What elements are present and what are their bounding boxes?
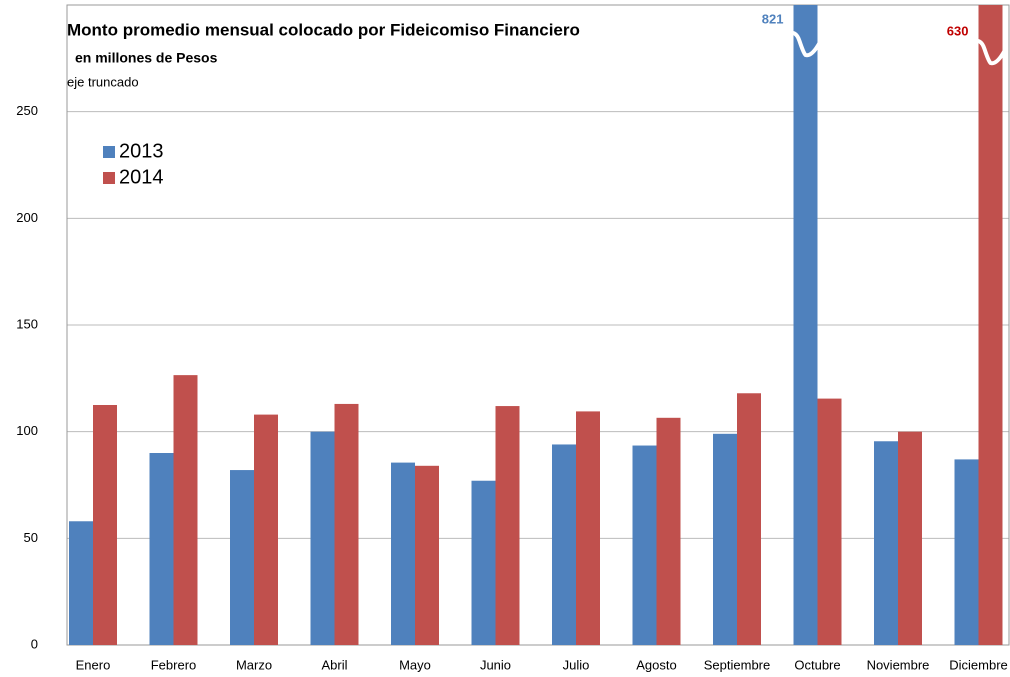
bar (793, 5, 818, 645)
y-tick-label: 0 (31, 636, 38, 651)
x-tick-label: Junio (480, 657, 511, 672)
axis-break (971, 39, 1007, 66)
chart-subtitle: en millones de Pesos (75, 50, 218, 66)
y-tick-label: 250 (16, 103, 38, 118)
bar (173, 375, 198, 645)
x-tick-label: Octubre (794, 657, 840, 672)
bar (495, 406, 520, 645)
bar (713, 433, 737, 645)
legend-label: 2013 (119, 140, 164, 162)
bar (632, 445, 657, 645)
bar (978, 5, 1003, 645)
bar (415, 465, 439, 645)
y-tick-label: 150 (16, 316, 38, 331)
y-tick-label: 50 (24, 530, 38, 545)
bar (334, 403, 359, 645)
bar (737, 393, 761, 645)
chart-title: Monto promedio mensual colocado por Fide… (67, 20, 580, 39)
x-tick-label: Noviembre (867, 657, 930, 672)
bar (576, 411, 600, 645)
x-tick-label: Julio (563, 657, 590, 672)
bar (898, 431, 922, 645)
bar (149, 453, 174, 645)
x-tick-label: Febrero (151, 657, 197, 672)
bar (874, 441, 898, 645)
bar (254, 414, 278, 645)
bar (93, 405, 117, 645)
bar (817, 398, 842, 645)
y-tick-label: 100 (16, 423, 38, 438)
bar (69, 521, 93, 645)
x-tick-label: Diciembre (949, 657, 1008, 672)
data-label: 630 (947, 23, 969, 38)
x-tick-label: Abril (321, 657, 347, 672)
y-tick-label: 200 (16, 210, 38, 225)
bar (471, 480, 496, 645)
x-tick-label: Mayo (399, 657, 431, 672)
x-tick-label: Enero (76, 657, 111, 672)
axis-break (786, 31, 822, 58)
data-label: 821 (762, 11, 784, 26)
legend-swatch (103, 146, 115, 158)
bar (552, 444, 576, 645)
legend-swatch (103, 172, 115, 184)
x-tick-label: Septiembre (704, 657, 770, 672)
bar (230, 470, 254, 645)
note: eje truncado (67, 74, 139, 89)
bar (656, 417, 681, 645)
legend-label: 2014 (119, 166, 164, 188)
x-tick-label: Marzo (236, 657, 272, 672)
bar (954, 459, 979, 645)
x-tick-label: Agosto (636, 657, 676, 672)
plot-border (66, 4, 1010, 646)
bar (391, 462, 415, 645)
bar (310, 431, 335, 645)
